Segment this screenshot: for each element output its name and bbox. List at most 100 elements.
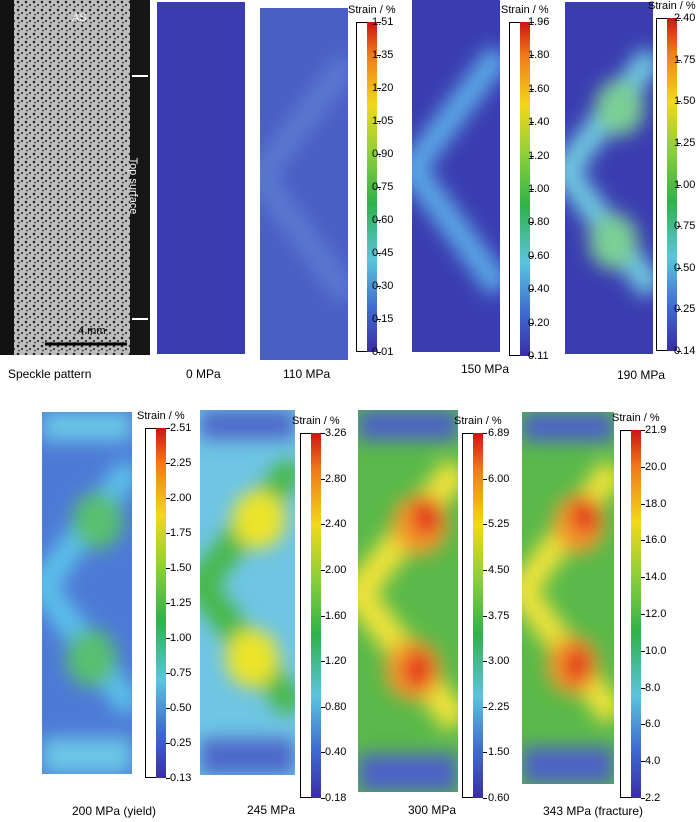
strain-field-svg xyxy=(565,2,653,354)
colorbar-tick-label: 12.0 xyxy=(645,608,667,620)
strain-hotspot-1 xyxy=(564,646,591,684)
colorbar-tick-label: 2.40 xyxy=(674,12,696,24)
colorbar-tick-label: 0.60 xyxy=(528,249,550,262)
colorbar-gradient xyxy=(667,18,677,351)
colorbar-tick-label: 1.51 xyxy=(372,16,394,28)
colorbar-tick-label: 3.75 xyxy=(488,609,510,622)
colorbar-tick-mark xyxy=(641,540,645,542)
colorbar-tick-mark xyxy=(377,253,381,254)
strain-edge-bottom xyxy=(358,753,458,792)
colorbar-tick-mark xyxy=(641,466,645,468)
colorbar-tick-label: 0.14 xyxy=(674,345,696,357)
colorbar-tick-mark xyxy=(483,706,487,708)
strain-lobe-0 xyxy=(72,491,123,550)
colorbar-tick-label: 4.0 xyxy=(645,755,661,768)
colorbar-tick-label: 0.13 xyxy=(170,772,192,784)
colorbar-tick-label: 2.00 xyxy=(170,492,192,504)
colorbar-title: Strain / % xyxy=(454,415,502,427)
colorbar-tick-label: 5.25 xyxy=(488,518,510,531)
strain-field-svg xyxy=(522,412,614,784)
colorbar-tick-mark xyxy=(641,650,645,652)
colorbar-tick-label: 1.75 xyxy=(674,53,696,66)
colorbar-tick-label: 8.0 xyxy=(645,681,661,694)
strain-lobe-0 xyxy=(594,79,645,136)
colorbar-tick-mark xyxy=(530,356,534,357)
caption-110mpa: 110 MPa xyxy=(283,367,331,381)
colorbar-tick-mark xyxy=(377,22,381,23)
colorbar-tick-label: 1.50 xyxy=(674,95,696,108)
colorbar-tick-mark xyxy=(377,220,381,221)
colorbar-gradient xyxy=(156,428,166,778)
strain-field-svg xyxy=(260,8,348,360)
colorbar-tick-label: 0.40 xyxy=(528,283,550,296)
colorbar-tick-mark xyxy=(641,724,645,726)
colorbar-tick-mark xyxy=(321,433,325,434)
colorbar-title: Strain / % xyxy=(612,412,660,424)
colorbar-tick-label: 2.2 xyxy=(645,792,661,804)
colorbar-tick-label: 21.9 xyxy=(645,424,667,436)
colorbar-tick-mark xyxy=(641,503,645,505)
colorbar-tick-mark xyxy=(483,433,487,434)
colorbar-tick-label: 0.25 xyxy=(170,737,192,749)
colorbar-tick-label: 0.45 xyxy=(372,247,394,259)
colorbar-tick-label: 0.40 xyxy=(325,746,347,759)
strain-map-0mpa xyxy=(157,2,245,354)
colorbar-tick-mark xyxy=(483,615,487,617)
strain-field-base xyxy=(157,2,245,354)
colorbar-tick-label: 0.20 xyxy=(528,316,550,329)
colorbar-tick-label: 16.0 xyxy=(645,534,667,547)
colorbar-tick-label: 6.0 xyxy=(645,718,661,731)
colorbar-tick-mark xyxy=(641,798,645,799)
colorbar-tick-label: 1.35 xyxy=(372,49,394,61)
colorbar-tick-label: 0.75 xyxy=(170,667,192,679)
colorbar-tick-label: 1.60 xyxy=(325,609,347,622)
colorbar-tick-mark xyxy=(321,752,325,754)
colorbar-tick-label: 1.00 xyxy=(528,183,550,195)
colorbar-tick-label: 0.25 xyxy=(674,303,696,316)
colorbar-gradient xyxy=(311,433,321,798)
colorbar-tick-label: 0.60 xyxy=(372,214,394,226)
caption-200mpa: 200 MPa (yield) xyxy=(72,804,157,818)
colorbar-tick-mark xyxy=(377,286,381,287)
colorbar-tick-label: 2.25 xyxy=(488,700,510,713)
strain-hotspot-0 xyxy=(571,497,598,535)
colorbar-tick-mark xyxy=(677,59,681,61)
strain-lobe-1 xyxy=(66,629,117,688)
colorbar-tick-mark xyxy=(677,142,681,144)
colorbar-tick-mark xyxy=(321,569,325,571)
colorbar-gradient xyxy=(367,22,377,352)
colorbar-tick-mark xyxy=(641,761,645,763)
colorbar-tick-mark xyxy=(677,184,681,186)
colorbar-tick-label: 0.60 xyxy=(488,792,510,804)
colorbar-tick-label: 0.11 xyxy=(528,350,549,362)
colorbar-tick-label: 1.00 xyxy=(170,632,192,644)
colorbar-tick-mark xyxy=(483,661,487,663)
colorbar-tick-label: 1.96 xyxy=(528,16,550,28)
colorbar-tick-label: 14.0 xyxy=(645,571,667,584)
colorbar-tick-label: 0.18 xyxy=(325,792,347,804)
strain-edge-bottom xyxy=(522,746,614,784)
colorbar-tick-mark xyxy=(166,603,170,604)
colorbar-title: Strain / % xyxy=(501,4,549,16)
colorbar-tick-mark xyxy=(530,222,534,224)
colorbar-tick-label: 1.20 xyxy=(528,149,550,162)
colorbar-tick-mark xyxy=(483,524,487,526)
strain-field-svg xyxy=(157,2,245,354)
colorbar-tick-mark xyxy=(483,569,487,571)
colorbar-tick-mark xyxy=(166,463,170,464)
colorbar-tick-label: 0.80 xyxy=(528,216,550,229)
scale-bar-label: 4 mm xyxy=(78,325,106,337)
shear-band xyxy=(260,52,348,305)
speckle-image: AS Top surface 4 mm xyxy=(0,0,150,355)
colorbar-tick-label: 2.00 xyxy=(325,563,347,576)
caption-300mpa: 300 MPa xyxy=(408,803,457,817)
colorbar-tick-mark xyxy=(530,88,534,90)
caption-150mpa: 150 MPa xyxy=(461,362,510,376)
colorbar-tick-label: 0.75 xyxy=(372,181,394,193)
colorbar-tick-label: 6.89 xyxy=(488,427,510,439)
colorbar-tick-mark xyxy=(321,706,325,708)
caption-190mpa: 190 MPa xyxy=(617,368,666,382)
colorbar-tick-label: 1.20 xyxy=(372,82,394,94)
colorbar-tick-label: 3.26 xyxy=(325,427,347,439)
strain-field-svg xyxy=(200,410,295,775)
